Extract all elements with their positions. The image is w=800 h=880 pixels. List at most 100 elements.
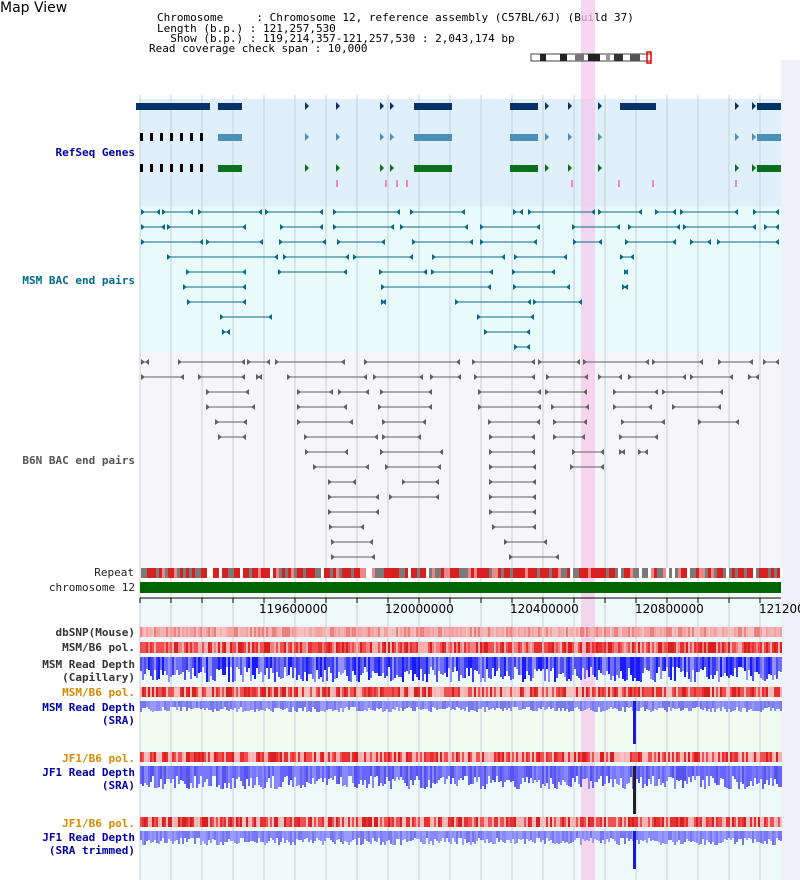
- depth-bar: [674, 657, 676, 681]
- depth-bar: [176, 831, 178, 840]
- heat-cell: [212, 642, 214, 653]
- heat-cell: [746, 752, 748, 762]
- heat-cell: [310, 642, 312, 653]
- heat-cell: [690, 642, 692, 653]
- heat-cell: [600, 642, 602, 653]
- label-repeat: Repeat: [94, 566, 134, 579]
- heat-cell: [616, 627, 618, 637]
- heat-cell: [202, 752, 204, 762]
- depth-bar: [286, 657, 288, 676]
- b6n-bac-pair-end: [489, 509, 493, 515]
- depth-bar: [270, 831, 272, 838]
- repeat-block: [195, 568, 198, 578]
- depth-bar: [628, 701, 630, 708]
- depth-bar: [510, 701, 512, 711]
- depth-bar: [474, 831, 476, 844]
- gene-arrow: [752, 102, 756, 110]
- heat-cell: [456, 627, 458, 637]
- depth-bar: [630, 657, 632, 675]
- heat-cell: [156, 817, 158, 827]
- heat-cell: [418, 642, 420, 653]
- depth-bar: [350, 701, 352, 707]
- heat-cell: [540, 752, 542, 762]
- gene-arrow: [390, 102, 394, 110]
- depth-bar: [256, 766, 258, 777]
- heat-cell: [378, 627, 380, 637]
- msm-bac-pair-end: [717, 239, 721, 245]
- depth-bar: [558, 657, 560, 674]
- heat-cell: [618, 817, 620, 827]
- depth-bar: [354, 831, 356, 839]
- heat-cell: [728, 687, 730, 697]
- heat-cell: [168, 627, 170, 637]
- depth-bar: [262, 701, 264, 710]
- msm-bac-pair-end: [242, 284, 246, 290]
- depth-bar: [748, 766, 750, 786]
- depth-bar: [624, 657, 626, 681]
- heat-cell: [536, 687, 538, 697]
- depth-bar: [672, 831, 674, 842]
- heat-cell: [566, 817, 568, 827]
- depth-bar: [368, 766, 370, 784]
- heat-cell: [298, 687, 300, 697]
- heat-cell: [480, 687, 482, 697]
- heat-cell: [150, 627, 152, 637]
- heat-cell: [274, 627, 276, 637]
- depth-bar: [292, 831, 294, 842]
- heat-cell: [276, 687, 278, 697]
- heat-cell: [614, 627, 616, 637]
- depth-bar: [720, 766, 722, 778]
- depth-bar: [658, 831, 660, 842]
- heat-cell: [400, 642, 402, 653]
- depth-bar: [584, 701, 586, 710]
- heat-cell: [394, 817, 396, 827]
- depth-bar: [150, 657, 152, 676]
- exon-mark: [200, 133, 203, 141]
- depth-bar: [776, 657, 778, 679]
- heat-cell: [142, 752, 144, 762]
- heat-cell: [644, 627, 646, 637]
- depth-bar: [152, 701, 154, 712]
- heat-cell: [444, 687, 446, 697]
- heat-cell: [206, 752, 208, 762]
- heat-cell: [388, 817, 390, 827]
- heat-cell: [532, 642, 534, 653]
- depth-bar: [708, 701, 710, 709]
- depth-bar: [594, 766, 596, 782]
- depth-bar: [160, 657, 162, 670]
- msm-bac-pair-end: [464, 224, 468, 230]
- heat-cell: [352, 687, 354, 697]
- depth-bar: [754, 766, 756, 778]
- depth-bar: [714, 831, 716, 845]
- heat-cell: [224, 687, 226, 697]
- depth-bar: [342, 657, 344, 673]
- repeat-block: [333, 568, 336, 578]
- depth-bar: [444, 831, 446, 842]
- depth-bar: [352, 701, 354, 707]
- heat-cell: [434, 687, 436, 697]
- depth-bar: [380, 831, 382, 845]
- heat-cell: [588, 642, 590, 653]
- heat-cell: [498, 687, 500, 697]
- heat-cell: [710, 817, 712, 827]
- heat-cell: [672, 817, 674, 827]
- depth-bar: [192, 657, 194, 668]
- heat-cell: [774, 817, 776, 827]
- depth-bar: [490, 701, 492, 709]
- heat-cell: [668, 817, 670, 827]
- repeat-block: [150, 568, 153, 578]
- repeat-block: [210, 568, 213, 578]
- depth-bar: [504, 831, 506, 843]
- depth-bar: [588, 766, 590, 789]
- repeat-block: [624, 568, 627, 578]
- heat-cell: [630, 627, 632, 637]
- b6n-bac-pair-end: [532, 464, 536, 470]
- heat-cell: [438, 817, 440, 827]
- heat-cell: [656, 627, 658, 637]
- heat-cell: [754, 687, 756, 697]
- depth-bar: [288, 831, 290, 842]
- repeat-block: [405, 568, 408, 578]
- label-jf1-depth: JF1 Read Depth: [42, 766, 135, 779]
- heat-cell: [770, 687, 772, 697]
